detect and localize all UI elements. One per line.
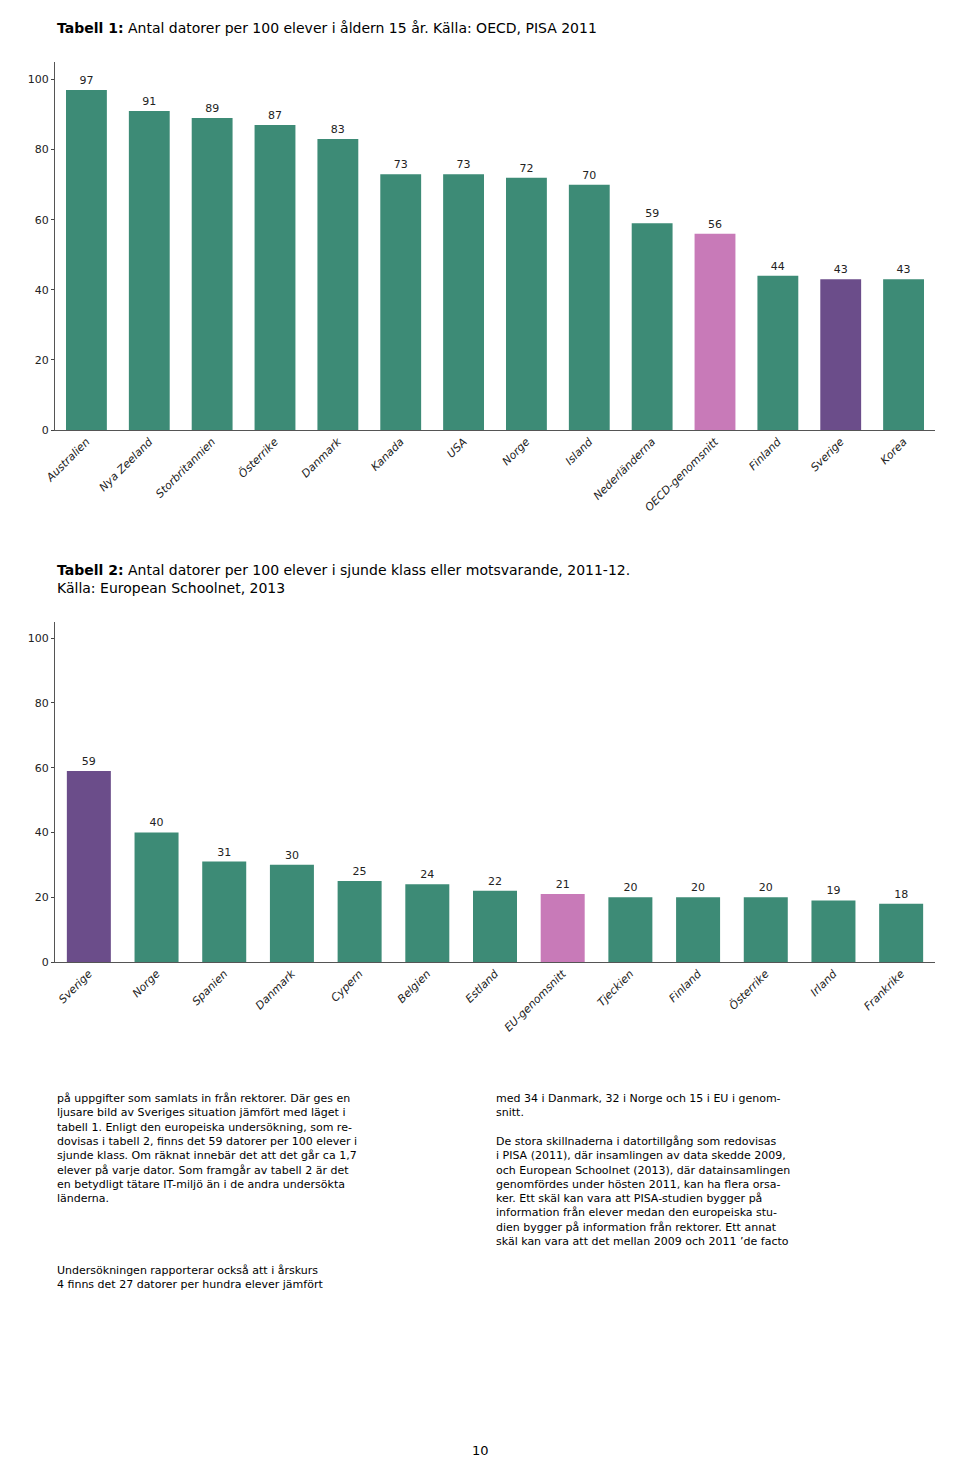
svg-text:72: 72 bbox=[519, 162, 533, 175]
svg-text:Norge: Norge bbox=[130, 967, 163, 1000]
svg-text:56: 56 bbox=[708, 218, 722, 231]
svg-text:60: 60 bbox=[35, 762, 49, 775]
svg-text:60: 60 bbox=[35, 214, 49, 227]
svg-text:med 34 i Danmark, 32 i Norge o: med 34 i Danmark, 32 i Norge och 15 i EU… bbox=[496, 1092, 790, 1248]
svg-text:24: 24 bbox=[420, 868, 434, 881]
svg-text:Sverige: Sverige bbox=[56, 967, 95, 1006]
svg-text:87: 87 bbox=[268, 109, 282, 122]
svg-text:20: 20 bbox=[35, 354, 49, 367]
svg-text:OECD-genomsnitt: OECD-genomsnitt bbox=[642, 435, 721, 514]
svg-text:25: 25 bbox=[353, 865, 367, 878]
svg-text:Spanien: Spanien bbox=[190, 968, 231, 1009]
svg-text:Sverige: Sverige bbox=[808, 435, 847, 474]
svg-text:80: 80 bbox=[35, 143, 49, 156]
svg-text:Nederländerna: Nederländerna bbox=[591, 435, 658, 502]
svg-text:21: 21 bbox=[556, 878, 570, 891]
svg-text:Norge: Norge bbox=[500, 435, 533, 468]
svg-text:Frankrike: Frankrike bbox=[861, 967, 907, 1013]
svg-text:100: 100 bbox=[28, 632, 49, 645]
svg-text:89: 89 bbox=[205, 102, 219, 115]
svg-text:Finland: Finland bbox=[746, 435, 784, 473]
svg-text:40: 40 bbox=[35, 826, 49, 839]
svg-text:20: 20 bbox=[35, 891, 49, 904]
svg-text:83: 83 bbox=[331, 123, 345, 136]
svg-text:73: 73 bbox=[457, 158, 471, 171]
svg-text:43: 43 bbox=[834, 263, 848, 276]
svg-text:USA: USA bbox=[444, 436, 469, 461]
svg-text:på uppgifter som samlats in fr: på uppgifter som samlats in från rektore… bbox=[57, 1092, 357, 1205]
svg-text:Cypern: Cypern bbox=[329, 968, 366, 1005]
svg-text:Nya Zeeland: Nya Zeeland bbox=[97, 435, 156, 494]
svg-text:Tjeckien: Tjeckien bbox=[595, 968, 637, 1010]
svg-text:Österrike: Österrike bbox=[236, 435, 281, 480]
svg-text:91: 91 bbox=[142, 95, 156, 108]
svg-text:44: 44 bbox=[771, 260, 785, 273]
svg-text:10: 10 bbox=[472, 1443, 489, 1458]
svg-text:Storbritannien: Storbritannien bbox=[153, 436, 218, 501]
svg-text:22: 22 bbox=[488, 875, 502, 888]
svg-text:43: 43 bbox=[897, 263, 911, 276]
svg-text:0: 0 bbox=[42, 424, 49, 437]
svg-text:40: 40 bbox=[150, 816, 164, 829]
svg-text:Korea: Korea bbox=[878, 435, 910, 467]
svg-text:Tabell 2: Antal datorer per 10: Tabell 2: Antal datorer per 100 elever i… bbox=[57, 562, 630, 596]
svg-text:Island: Island bbox=[563, 435, 596, 468]
svg-text:Estland: Estland bbox=[463, 967, 502, 1006]
svg-text:Österrike: Österrike bbox=[727, 967, 772, 1012]
svg-text:100: 100 bbox=[28, 73, 49, 86]
svg-text:20: 20 bbox=[623, 881, 637, 894]
svg-text:73: 73 bbox=[394, 158, 408, 171]
svg-text:31: 31 bbox=[217, 846, 231, 859]
svg-text:Tabell 1: Antal datorer per 10: Tabell 1: Antal datorer per 100 elever i… bbox=[57, 20, 597, 36]
svg-text:Danmark: Danmark bbox=[253, 967, 298, 1012]
svg-text:Kanada: Kanada bbox=[369, 435, 407, 473]
svg-text:Irland: Irland bbox=[808, 967, 840, 999]
svg-text:20: 20 bbox=[759, 881, 773, 894]
svg-text:Danmark: Danmark bbox=[299, 435, 344, 480]
svg-text:59: 59 bbox=[82, 755, 96, 768]
svg-text:Belgien: Belgien bbox=[395, 968, 433, 1006]
svg-text:0: 0 bbox=[42, 956, 49, 969]
svg-text:Undersökningen rapporterar ock: Undersökningen rapporterar också att i å… bbox=[57, 1264, 323, 1291]
svg-text:59: 59 bbox=[645, 207, 659, 220]
svg-text:97: 97 bbox=[79, 74, 93, 87]
svg-text:Australien: Australien bbox=[43, 435, 92, 484]
svg-text:30: 30 bbox=[285, 849, 299, 862]
svg-text:19: 19 bbox=[826, 884, 840, 897]
svg-text:20: 20 bbox=[691, 881, 705, 894]
svg-text:80: 80 bbox=[35, 697, 49, 710]
svg-text:Finland: Finland bbox=[667, 967, 705, 1005]
svg-text:18: 18 bbox=[894, 888, 908, 901]
svg-text:70: 70 bbox=[582, 169, 596, 182]
svg-text:40: 40 bbox=[35, 284, 49, 297]
svg-text:EU-genomsnitt: EU-genomsnitt bbox=[502, 967, 569, 1034]
